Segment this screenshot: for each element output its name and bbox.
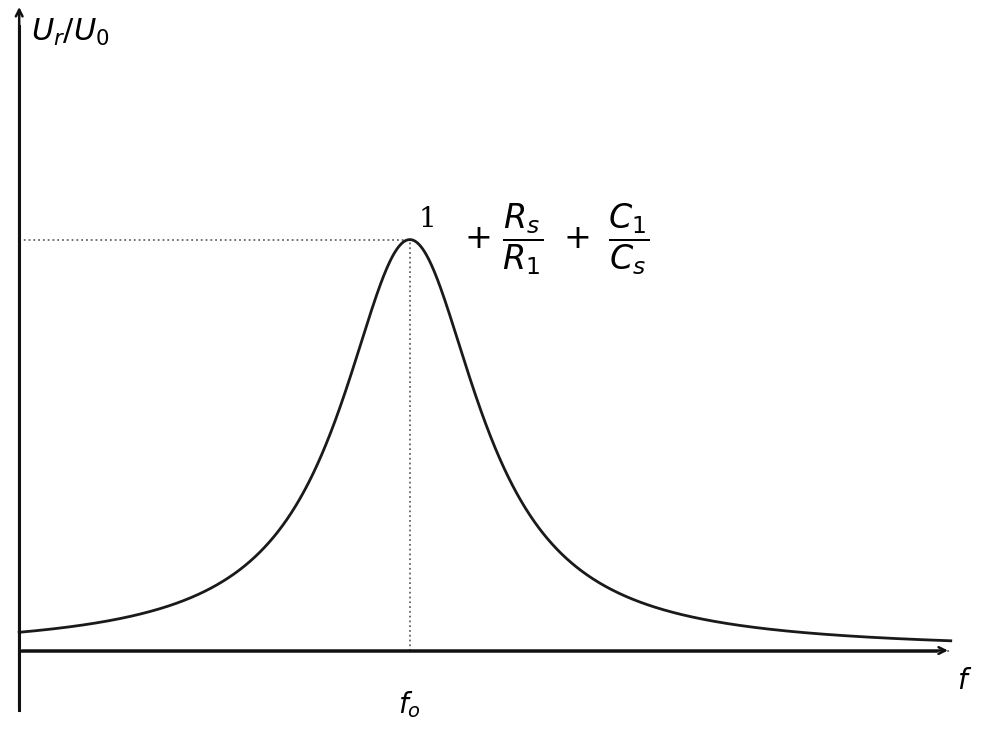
Text: $f$: $f$: [957, 668, 972, 695]
Text: $+ \ \dfrac{R_s}{R_1} \ + \ \dfrac{C_1}{C_s}$: $+ \ \dfrac{R_s}{R_1} \ + \ \dfrac{C_1}{…: [464, 202, 650, 277]
Text: 1: 1: [419, 206, 437, 233]
Text: $U_r/U_0$: $U_r/U_0$: [31, 17, 110, 48]
Text: $f_o$: $f_o$: [398, 689, 421, 720]
